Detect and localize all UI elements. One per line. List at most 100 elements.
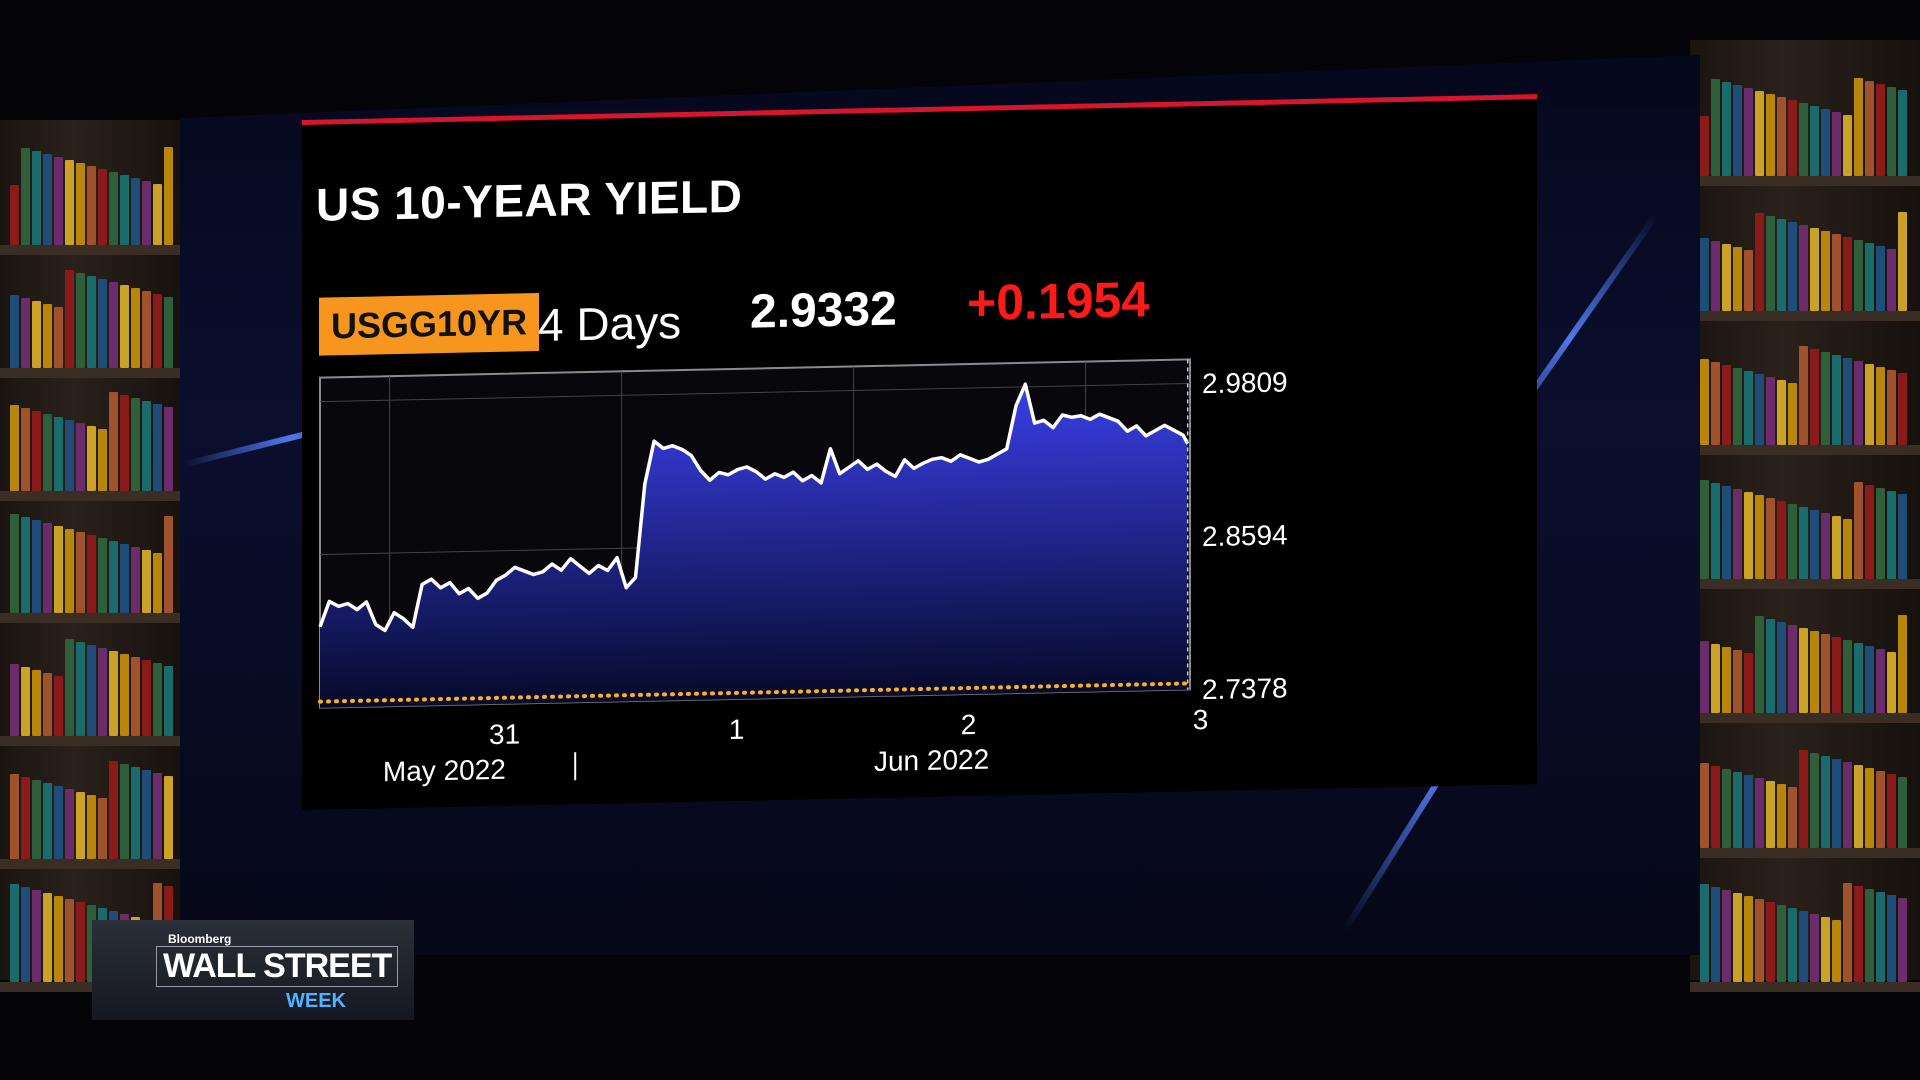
book (1865, 81, 1874, 177)
book (21, 667, 30, 737)
book (98, 798, 107, 860)
book (1821, 230, 1830, 311)
book (1799, 628, 1808, 714)
shelf-board (1690, 713, 1920, 724)
book (1887, 652, 1896, 714)
book (1777, 379, 1786, 445)
book (1810, 631, 1819, 714)
book (1865, 242, 1874, 311)
shelf-board (0, 859, 185, 870)
book (1744, 774, 1753, 848)
book (87, 425, 96, 491)
book (1810, 227, 1819, 311)
book (1887, 248, 1896, 311)
book (142, 550, 151, 614)
book (1887, 895, 1896, 982)
book (1722, 243, 1731, 311)
book (1821, 109, 1830, 177)
book (1777, 905, 1786, 982)
book (1700, 116, 1709, 177)
book (1722, 364, 1731, 445)
book (1799, 224, 1808, 311)
book (1810, 510, 1819, 580)
book (65, 789, 74, 860)
book (1821, 755, 1830, 848)
book (1799, 103, 1808, 177)
book (32, 150, 41, 245)
book (1744, 492, 1753, 580)
book (1788, 221, 1797, 311)
shelf-board (1690, 444, 1920, 455)
book (76, 162, 85, 245)
book (1854, 78, 1863, 177)
book (21, 147, 30, 245)
book (1755, 91, 1764, 177)
book (1788, 382, 1797, 445)
book (1788, 625, 1797, 714)
book (54, 896, 63, 982)
book (1843, 640, 1852, 714)
shelf-board (0, 736, 185, 747)
book (142, 400, 151, 491)
shelf-board (1690, 982, 1920, 992)
book (1788, 908, 1797, 982)
brand-name: Bloomberg (168, 932, 232, 946)
shelf-board (1690, 310, 1920, 321)
book (1700, 641, 1709, 714)
book (1722, 768, 1731, 848)
book (1810, 914, 1819, 982)
book (1832, 758, 1841, 848)
book (65, 639, 74, 737)
show-subtitle: WEEK (286, 990, 346, 1012)
book (65, 419, 74, 491)
book (76, 792, 85, 860)
book (164, 666, 173, 737)
book (43, 413, 52, 491)
book (1821, 917, 1830, 982)
book (21, 887, 30, 982)
book (43, 523, 52, 614)
book (1711, 483, 1720, 580)
book (164, 776, 173, 860)
reference-dotted-line (318, 681, 1192, 704)
book (32, 780, 41, 860)
book (120, 394, 129, 491)
book (1755, 212, 1764, 311)
book (109, 281, 118, 368)
book (1755, 495, 1764, 580)
bookshelf-left (0, 120, 185, 992)
book (76, 902, 85, 982)
y-tick-label: 2.7378 (1202, 672, 1288, 705)
book (164, 516, 173, 614)
book (43, 893, 52, 982)
book (54, 676, 63, 737)
book (21, 777, 30, 860)
book (1700, 762, 1709, 848)
book (164, 406, 173, 491)
book (109, 761, 118, 860)
book (1788, 504, 1797, 580)
book (1788, 786, 1797, 848)
book (1766, 902, 1775, 982)
chart-panel: US 10-YEAR YIELD USGG10YR 4 Days 2.9332 … (302, 94, 1537, 811)
book (1733, 367, 1742, 445)
book (43, 673, 52, 737)
book (10, 774, 19, 860)
book (1744, 88, 1753, 177)
book (1777, 218, 1786, 311)
book (43, 153, 52, 245)
book (1700, 237, 1709, 311)
book (87, 535, 96, 614)
book (1876, 488, 1885, 580)
book (54, 306, 63, 368)
book (1733, 85, 1742, 177)
book (65, 529, 74, 614)
book (1865, 646, 1874, 714)
x-tick-label: 3 (1193, 704, 1209, 735)
book (1898, 776, 1907, 848)
shelf-board (0, 244, 185, 255)
y-tick-label: 2.8594 (1202, 519, 1288, 552)
book (1766, 94, 1775, 177)
show-title: WALL STREET (156, 946, 399, 987)
